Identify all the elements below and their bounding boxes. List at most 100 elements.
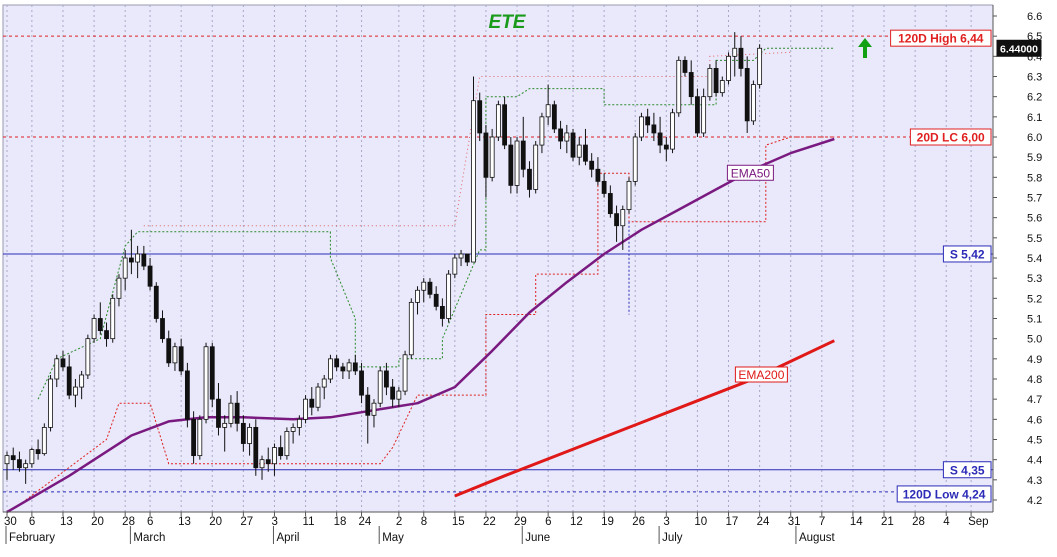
ema50-label-box — [726, 164, 774, 181]
candle — [203, 342, 209, 424]
candle-body-down — [240, 422, 246, 444]
candle-body-up — [41, 426, 47, 455]
date-tick-label: 28 — [912, 516, 925, 528]
candle-body-down — [614, 213, 619, 227]
date-axis: 30 6 13 20 28 6 13 20 27 3 11 18 24 2 8 15 22 29 6 12 19 26 3 1… — [3, 511, 993, 544]
candle — [713, 60, 719, 97]
date-tick-label: 15 — [452, 516, 465, 528]
candle-body-up — [284, 431, 290, 457]
date-tick-label: 24 — [757, 516, 770, 528]
candle — [527, 161, 532, 198]
candle — [614, 205, 619, 242]
price-tick-label: 4.6 — [1027, 414, 1042, 426]
candle — [439, 298, 445, 327]
candle — [141, 245, 147, 271]
candle — [160, 310, 165, 343]
candle-body-up — [110, 297, 116, 340]
candle — [328, 354, 333, 384]
level-label-120d-low: 120D Low 4,24 — [903, 487, 986, 501]
candle-body-down — [153, 285, 159, 319]
candle — [545, 84, 551, 125]
candle-body-up — [328, 358, 333, 380]
candle-body-down — [384, 370, 389, 388]
price-tick-label: 4.9 — [1027, 354, 1042, 366]
date-tick-label: 24 — [359, 516, 372, 528]
date-tick-label: 3 — [663, 516, 669, 528]
candle-body-down — [520, 140, 526, 170]
candle-body-up — [402, 354, 408, 392]
candle — [166, 330, 172, 367]
candle-body-up — [197, 418, 203, 457]
candle-body-up — [135, 253, 141, 263]
candle — [757, 44, 763, 89]
candle — [639, 112, 644, 142]
candle — [197, 415, 203, 460]
candle-body-down — [128, 257, 134, 263]
candle-body-down — [390, 386, 396, 400]
candle — [352, 354, 358, 375]
date-tick-label: 17 — [726, 516, 739, 528]
candle-body-up — [228, 402, 234, 424]
chart-title: ETE — [489, 12, 527, 33]
candle-body-down — [334, 358, 340, 368]
candle-body-down — [464, 253, 470, 263]
date-tick-label: 4 — [943, 516, 950, 528]
date-tick-label: 27 — [240, 516, 253, 528]
price-tick-label: 4.4 — [1027, 455, 1042, 467]
price-tick-label: 6.0 — [1027, 132, 1042, 144]
candle-body-up — [514, 140, 520, 186]
candle-body-down — [439, 305, 445, 319]
candle — [626, 177, 632, 214]
candle-body-down — [682, 59, 688, 73]
candle-body-down — [508, 144, 514, 186]
candle-body-down — [365, 394, 371, 416]
candle — [54, 354, 60, 388]
price-tick-label: 4.2 — [1027, 495, 1042, 507]
date-tick-label: 30 — [4, 516, 17, 528]
candle — [147, 258, 153, 291]
candle — [296, 415, 302, 436]
candle-body-down — [427, 281, 433, 295]
candle — [663, 137, 669, 162]
candle-body-down — [216, 398, 221, 428]
date-tick-label: 7 — [819, 516, 825, 528]
candle — [265, 447, 271, 472]
candle-body-up — [315, 386, 321, 408]
candle-body-up — [377, 370, 383, 404]
candle-body-down — [583, 144, 588, 162]
candle-body-down — [147, 265, 153, 287]
price-tick-label: 6.6 — [1027, 11, 1042, 23]
candle-body-down — [209, 346, 215, 400]
candle — [104, 322, 109, 347]
candle — [191, 411, 197, 464]
candle — [570, 128, 576, 162]
candle — [726, 52, 731, 85]
candle-body-down — [607, 193, 613, 215]
candle — [66, 354, 72, 400]
candle-body-down — [253, 426, 259, 469]
candle-body-down — [359, 370, 364, 396]
candle-body-up — [458, 253, 464, 259]
candle — [290, 423, 296, 444]
candle-body-down — [352, 362, 358, 372]
candle — [402, 350, 408, 396]
candle-body-down — [744, 68, 750, 122]
candle — [744, 56, 750, 133]
month-label: February — [9, 532, 55, 544]
candle — [601, 173, 607, 198]
ema200-label: EMA200 — [738, 368, 784, 382]
candle-body-up — [489, 136, 495, 178]
candle — [645, 108, 651, 133]
price-tick-label: 4.3 — [1027, 475, 1042, 487]
candle-body-down — [178, 346, 184, 372]
candle-body-down — [278, 447, 284, 457]
candle-body-up — [303, 398, 308, 420]
candle — [446, 270, 452, 323]
date-tick-label: 2 — [396, 516, 402, 528]
candle — [73, 379, 78, 408]
candle-body-up — [533, 144, 539, 190]
candle — [184, 362, 190, 428]
candle-body-up — [670, 112, 675, 150]
candle-body-up — [446, 273, 452, 319]
candles — [4, 32, 763, 484]
